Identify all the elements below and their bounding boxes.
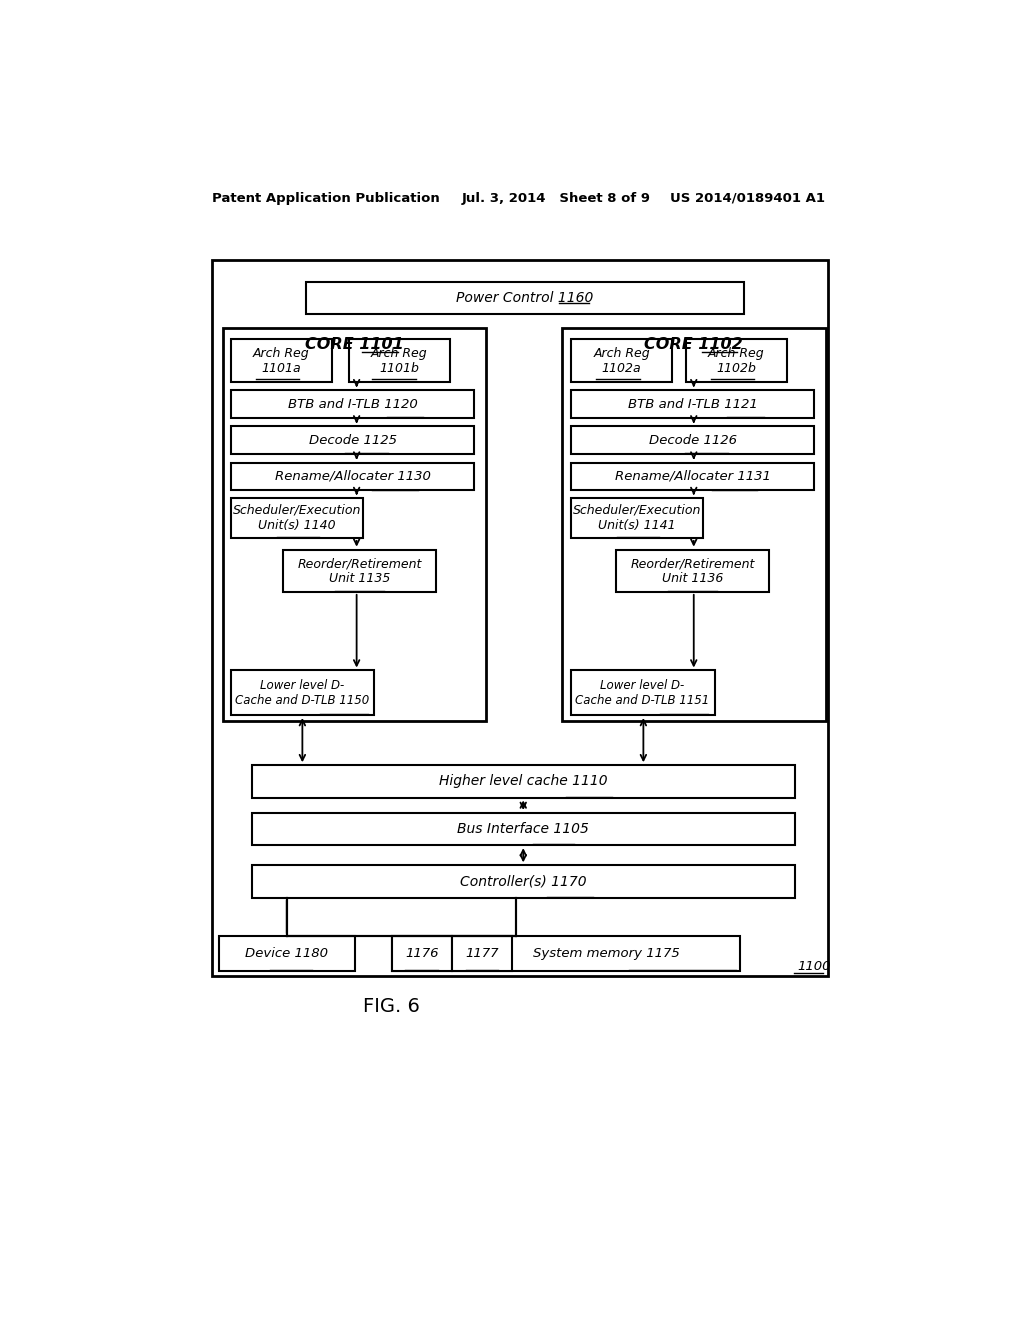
Text: FIG. 6: FIG. 6 [364,998,420,1016]
Bar [391,936,452,970]
Text: CORE 1102: CORE 1102 [644,337,743,352]
Text: Bus Interface 1105: Bus Interface 1105 [458,822,589,836]
Text: System memory 1175: System memory 1175 [532,948,680,961]
Text: 1100: 1100 [797,961,830,973]
Bar [616,549,769,591]
Bar [571,426,814,454]
Text: Reorder/Retirement
Unit 1136: Reorder/Retirement Unit 1136 [631,557,755,585]
Text: Rename/Allocater 1131: Rename/Allocater 1131 [615,470,771,483]
Text: Arch Reg
1102b: Arch Reg 1102b [708,347,765,375]
Bar [231,391,474,418]
Bar [452,936,512,970]
Text: Higher level cache 1110: Higher level cache 1110 [439,775,607,788]
Bar [349,339,450,381]
Text: BTB and I-TLB 1121: BTB and I-TLB 1121 [628,397,758,411]
Text: US 2014/0189401 A1: US 2014/0189401 A1 [671,191,825,205]
Text: Controller(s) 1170: Controller(s) 1170 [460,874,587,888]
Bar [212,260,827,977]
Bar [231,339,332,381]
Bar [231,426,474,454]
Text: Reorder/Retirement
Unit 1135: Reorder/Retirement Unit 1135 [298,557,422,585]
Bar [391,936,740,970]
Text: Device 1180: Device 1180 [246,948,329,961]
Bar [231,498,362,539]
Bar [252,766,795,797]
Bar [219,936,355,970]
Text: Scheduler/Execution
Unit(s) 1141: Scheduler/Execution Unit(s) 1141 [573,504,701,532]
Bar [686,339,786,381]
Bar [571,671,715,715]
Text: Lower level D-
Cache and D-TLB 1151: Lower level D- Cache and D-TLB 1151 [575,678,710,706]
Text: BTB and I-TLB 1120: BTB and I-TLB 1120 [288,397,418,411]
Text: CORE 1101: CORE 1101 [305,337,403,352]
Text: Decode 1125: Decode 1125 [309,434,396,446]
Bar [306,281,744,314]
Text: 1176: 1176 [404,948,438,961]
Text: Arch Reg
1101b: Arch Reg 1101b [371,347,428,375]
Text: Patent Application Publication: Patent Application Publication [212,191,439,205]
Text: Decode 1126: Decode 1126 [649,434,737,446]
Bar [571,339,672,381]
Bar [231,671,375,715]
Bar [252,813,795,845]
Text: Rename/Allocater 1130: Rename/Allocater 1130 [274,470,431,483]
Text: Scheduler/Execution
Unit(s) 1140: Scheduler/Execution Unit(s) 1140 [232,504,361,532]
Text: Arch Reg
1101a: Arch Reg 1101a [253,347,310,375]
Bar [571,391,814,418]
Bar [252,866,795,898]
Bar [283,549,435,591]
Text: Power Control 1160: Power Control 1160 [457,290,594,305]
Bar [231,462,474,490]
Bar [571,498,703,539]
Text: Arch Reg
1102a: Arch Reg 1102a [593,347,650,375]
Bar [222,327,486,721]
Text: Jul. 3, 2014   Sheet 8 of 9: Jul. 3, 2014 Sheet 8 of 9 [461,191,650,205]
Bar [562,327,825,721]
Bar [571,462,814,490]
Text: 1177: 1177 [466,948,499,961]
Text: Lower level D-
Cache and D-TLB 1150: Lower level D- Cache and D-TLB 1150 [236,678,370,706]
